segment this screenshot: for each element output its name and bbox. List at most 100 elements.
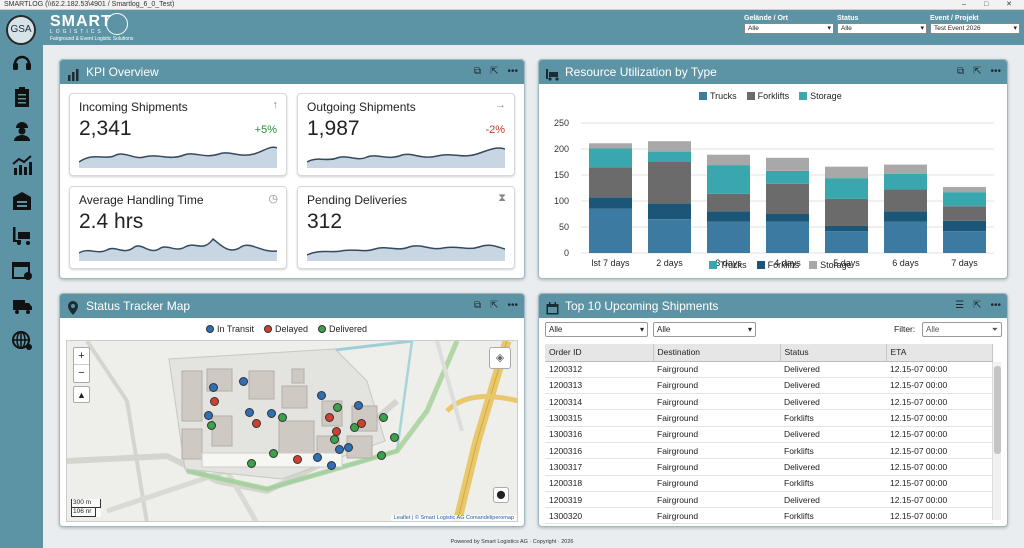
more-icon[interactable]: ••• — [507, 300, 518, 311]
map-marker[interactable] — [278, 413, 287, 422]
map-background — [67, 341, 517, 521]
window-controls[interactable]: – □ ✕ — [962, 1, 1020, 8]
more-icon[interactable]: ••• — [990, 300, 1001, 311]
map-marker[interactable] — [252, 419, 261, 428]
layers-icon[interactable]: ◈ — [489, 347, 511, 369]
x-tick-label: 5 days — [833, 258, 860, 268]
map-marker[interactable] — [247, 459, 256, 468]
filter-event-select[interactable]: Test Event 2026 — [930, 23, 1020, 34]
filter-status-select[interactable]: Alle — [837, 23, 927, 34]
shipments-filter-1[interactable]: Alle — [545, 322, 648, 337]
map-marker[interactable] — [327, 461, 336, 470]
map-canvas[interactable]: + − ▲ ◈ ⬤ 300 m 106 nr Leaflet | © Smart… — [66, 340, 518, 522]
shipments-table-body: 1200312 Fairground Delivered 12.15-07 00:00… — [545, 361, 993, 524]
popout-icon[interactable]: ⇱ — [490, 300, 499, 311]
table-cell: 12.15-07 00:00 — [886, 393, 993, 411]
filter-location-select[interactable]: Alle — [744, 23, 834, 34]
map-marker[interactable] — [332, 427, 341, 436]
shipments-filter-input[interactable]: Alle ⏷ — [922, 322, 1002, 337]
map-marker[interactable] — [269, 449, 278, 458]
bar-segment — [707, 154, 750, 166]
map-marker[interactable] — [239, 377, 248, 386]
map-marker[interactable] — [317, 391, 326, 400]
map-marker[interactable] — [204, 411, 213, 420]
zoom-out-button[interactable]: − — [78, 367, 85, 379]
map-marker[interactable] — [313, 453, 322, 462]
column-header[interactable]: Order ID — [545, 344, 654, 362]
popout-icon[interactable]: ⇱ — [490, 66, 499, 77]
map-marker[interactable] — [245, 408, 254, 417]
warehouse-icon[interactable] — [9, 187, 34, 212]
fullscreen-button[interactable]: ⬤ — [493, 487, 509, 503]
table-row[interactable]: 1300315 Fairground Forklifts 12.15-07 00:00 — [545, 409, 993, 427]
map-marker[interactable] — [207, 421, 216, 430]
kpi-card-incoming[interactable]: Incoming Shipments ↑ 2,341 +5% — [69, 93, 287, 176]
map-marker[interactable] — [333, 403, 342, 412]
map-marker[interactable] — [377, 451, 386, 460]
map-marker[interactable] — [357, 419, 366, 428]
chart-icon[interactable] — [9, 152, 34, 177]
calendar-alert-icon[interactable] — [9, 257, 34, 282]
scrollbar-thumb[interactable] — [994, 366, 1001, 454]
table-row[interactable]: 1200313 Fairground Delivered 12.15-07 00:00 — [545, 377, 993, 395]
kpi-card-outgoing[interactable]: Outgoing Shipments → 1,987 -2% — [297, 93, 515, 176]
avatar[interactable]: GSA — [6, 15, 36, 45]
table-scrollbar[interactable] — [992, 362, 1001, 520]
more-icon[interactable]: ••• — [990, 66, 1001, 77]
sparkline-incoming — [79, 146, 277, 168]
map-marker[interactable] — [335, 445, 344, 454]
window-titlebar: SMARTLOG (\\62.2.182.53\4901 / Smartlog_… — [0, 0, 1024, 10]
map-marker[interactable] — [330, 435, 339, 444]
bar-segment — [648, 151, 691, 162]
column-header[interactable]: ETA — [886, 344, 993, 362]
locate-button[interactable]: ▲ — [73, 386, 90, 403]
filter-status[interactable]: Status Alle — [837, 15, 927, 34]
zoom-in-button[interactable]: + — [74, 348, 89, 365]
brand-tagline: Fairground & Event Logistic Solutions — [50, 36, 134, 42]
map-marker[interactable] — [209, 383, 218, 392]
column-header[interactable]: Status — [780, 344, 887, 362]
map-attribution[interactable]: Leaflet | © Smart Logistic AG Comandelip… — [390, 515, 517, 521]
kpi-card-pending[interactable]: Pending Deliveries ⧗ 312 — [297, 186, 515, 269]
table-row[interactable]: 1200314 Fairground Delivered 12.15-07 00:00 — [545, 393, 993, 411]
list-icon[interactable]: ☰ — [955, 300, 965, 311]
kpi-card-handling-time[interactable]: Average Handling Time ◷ 2.4 hrs — [69, 186, 287, 269]
filter-location[interactable]: Gelände / Ort Alle — [744, 15, 834, 34]
table-row[interactable]: 1200316 Fairground Forklifts 12.15-07 00:00 — [545, 442, 993, 460]
map-marker[interactable] — [325, 413, 334, 422]
filter-event-label: Event / Projekt — [930, 15, 979, 22]
bar-segment — [943, 186, 986, 193]
headset-icon[interactable] — [9, 50, 34, 75]
map-marker[interactable] — [379, 413, 388, 422]
shipments-filter-2[interactable]: Alle — [653, 322, 756, 337]
copy-icon[interactable]: ⧉ — [473, 66, 482, 77]
map-marker[interactable] — [354, 401, 363, 410]
table-row[interactable]: 1300316 Fairground Delivered 12.15-07 00:00 — [545, 426, 993, 443]
table-row[interactable]: 1200318 Fairground Forklifts 12.15-07 00:00 — [545, 475, 993, 492]
table-row[interactable]: 1200312 Fairground Delivered 12.15-07 00:00 — [545, 361, 993, 378]
filter-event[interactable]: Event / Projekt Test Event 2026 — [930, 15, 1020, 34]
kpi-card-title: Pending Deliveries — [307, 193, 408, 207]
clipboard-icon[interactable] — [9, 84, 34, 109]
copy-icon[interactable]: ⧉ — [956, 66, 965, 77]
bar-segment — [648, 141, 691, 152]
table-row[interactable]: 1300320 Fairground Forklifts 12.15-07 00:00 — [545, 507, 993, 524]
table-cell: Fairground — [653, 475, 780, 492]
popout-icon[interactable]: ⇱ — [973, 300, 982, 311]
popout-icon[interactable]: ⇱ — [973, 66, 982, 77]
column-header[interactable]: Destination — [653, 344, 781, 362]
bar-segment — [766, 214, 809, 222]
map-marker[interactable] — [210, 397, 219, 406]
map-marker[interactable] — [344, 443, 353, 452]
copy-icon[interactable]: ⧉ — [473, 300, 482, 311]
map-marker[interactable] — [293, 455, 302, 464]
globe-settings-icon[interactable] — [9, 327, 34, 352]
worker-icon[interactable] — [9, 118, 34, 143]
map-marker[interactable] — [390, 433, 399, 442]
more-icon[interactable]: ••• — [507, 66, 518, 77]
table-row[interactable]: 1300317 Fairground Delivered 12.15-07 00:00 — [545, 458, 993, 476]
truck-icon[interactable] — [9, 292, 34, 317]
table-row[interactable]: 1200319 Fairground Delivered 12.15-07 00:00 — [545, 491, 993, 509]
map-marker[interactable] — [267, 409, 276, 418]
forklift-icon[interactable] — [9, 222, 34, 247]
